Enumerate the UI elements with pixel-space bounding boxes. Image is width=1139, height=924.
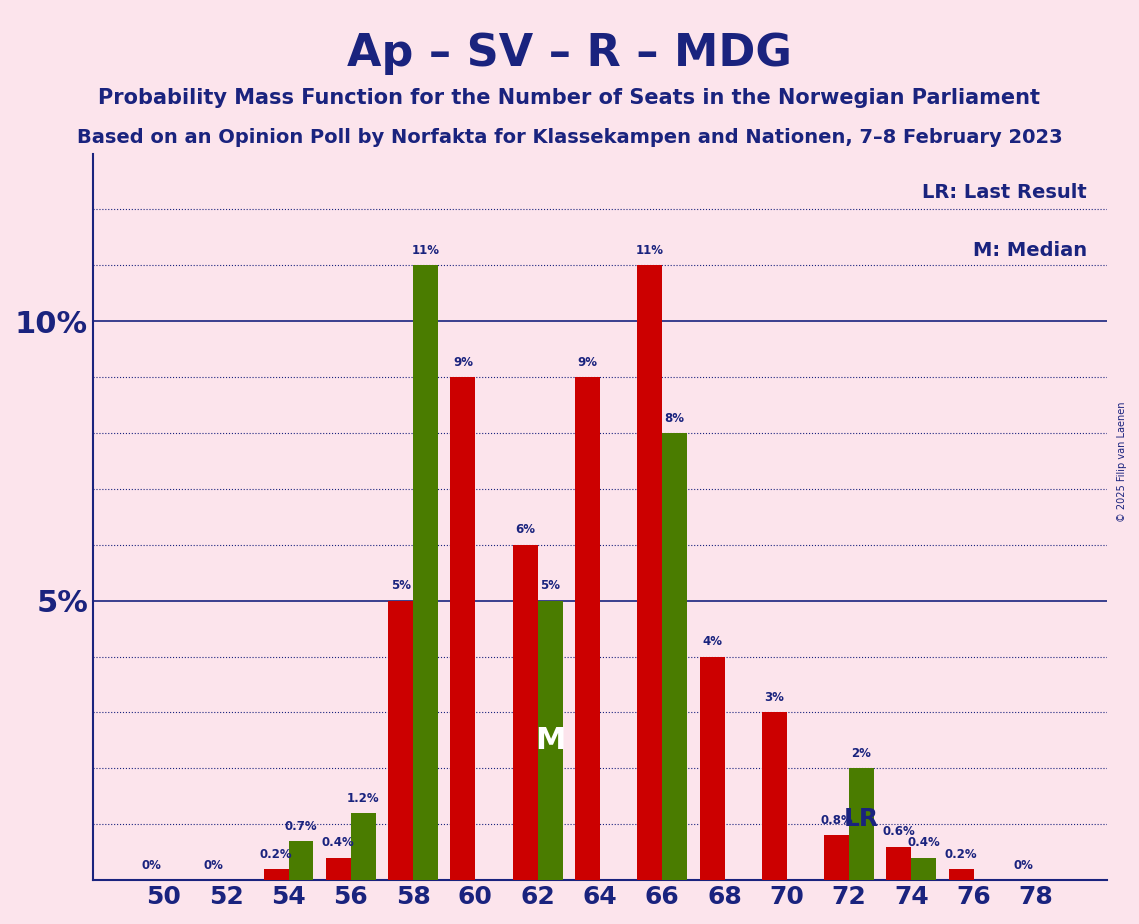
Text: 9%: 9% xyxy=(577,356,598,369)
Text: 3%: 3% xyxy=(764,691,785,704)
Bar xyxy=(638,265,662,881)
Bar xyxy=(451,377,475,881)
Text: 0.2%: 0.2% xyxy=(260,847,293,860)
Text: Probability Mass Function for the Number of Seats in the Norwegian Parliament: Probability Mass Function for the Number… xyxy=(98,88,1041,108)
Bar xyxy=(351,813,376,881)
Bar xyxy=(911,857,936,881)
Bar xyxy=(949,869,974,881)
Text: LR: LR xyxy=(844,807,879,831)
Text: 5%: 5% xyxy=(540,579,560,592)
Bar xyxy=(263,869,288,881)
Bar xyxy=(388,601,413,881)
Bar xyxy=(513,545,538,881)
Text: 9%: 9% xyxy=(453,356,473,369)
Bar xyxy=(849,769,874,881)
Text: 1.2%: 1.2% xyxy=(347,792,379,805)
Text: 4%: 4% xyxy=(702,635,722,649)
Text: 11%: 11% xyxy=(411,244,440,257)
Bar xyxy=(762,712,787,881)
Text: 0.7%: 0.7% xyxy=(285,820,318,833)
Text: 11%: 11% xyxy=(636,244,664,257)
Bar xyxy=(886,846,911,881)
Bar xyxy=(699,657,724,881)
Bar xyxy=(326,857,351,881)
Text: M: M xyxy=(535,726,565,755)
Bar xyxy=(575,377,600,881)
Text: 8%: 8% xyxy=(665,412,685,425)
Text: 0%: 0% xyxy=(141,858,162,871)
Bar xyxy=(825,835,849,881)
Text: Ap – SV – R – MDG: Ap – SV – R – MDG xyxy=(347,32,792,76)
Text: 0.4%: 0.4% xyxy=(908,836,940,849)
Text: LR: Last Result: LR: Last Result xyxy=(921,183,1087,201)
Text: 0.8%: 0.8% xyxy=(820,814,853,827)
Text: Based on an Opinion Poll by Norfakta for Klassekampen and Nationen, 7–8 February: Based on an Opinion Poll by Norfakta for… xyxy=(76,128,1063,147)
Bar xyxy=(413,265,439,881)
Text: 0.2%: 0.2% xyxy=(945,847,977,860)
Text: 0.4%: 0.4% xyxy=(322,836,354,849)
Text: M: Median: M: Median xyxy=(973,241,1087,260)
Text: © 2025 Filip van Laenen: © 2025 Filip van Laenen xyxy=(1117,402,1126,522)
Text: 0%: 0% xyxy=(1014,858,1033,871)
Bar xyxy=(538,601,563,881)
Bar xyxy=(662,433,687,881)
Text: 0%: 0% xyxy=(204,858,223,871)
Text: 5%: 5% xyxy=(391,579,411,592)
Text: 6%: 6% xyxy=(515,523,535,537)
Text: 0.6%: 0.6% xyxy=(883,825,916,838)
Bar xyxy=(288,841,313,881)
Text: 2%: 2% xyxy=(852,747,871,760)
